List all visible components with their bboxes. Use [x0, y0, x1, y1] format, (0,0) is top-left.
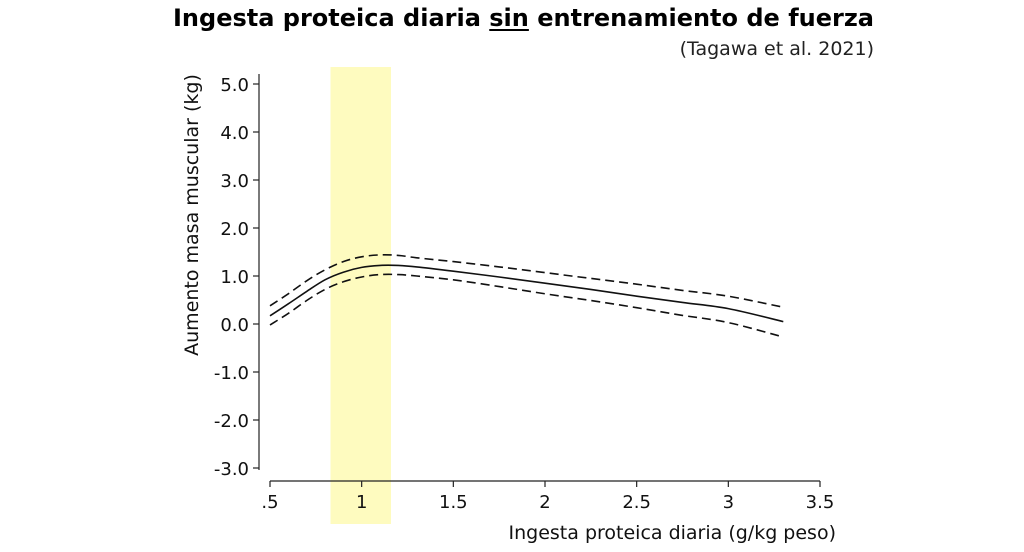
x-tick-label: 1	[356, 492, 367, 513]
y-tick-label: 0.0	[220, 315, 249, 336]
y-tick-label: -1.0	[214, 363, 249, 384]
x-tick-label: 3.5	[806, 492, 835, 513]
y-axis-label: Aumento masa muscular (kg)	[181, 74, 203, 356]
y-tick-label: 1.0	[220, 267, 249, 288]
series-layer	[269, 253, 784, 338]
title-part-1: Ingesta proteica diaria	[173, 4, 490, 32]
x-tick-label: 1.5	[439, 492, 468, 513]
chart-subtitle: (Tagawa et al. 2021)	[679, 38, 874, 60]
y-tick-label: 2.0	[220, 219, 249, 240]
y-tick-label: -2.0	[214, 411, 249, 432]
x-tick-label: 2.5	[622, 492, 651, 513]
x-tick-label: 2	[539, 492, 550, 513]
y-tick-label: 3.0	[220, 171, 249, 192]
axes-layer: 5.0 4.0 3.0 2.0 1.0 0.0 -1.0 -2.0 -3.0 .5 1 1.5 2 2.5…	[214, 74, 834, 513]
chart-title: Ingesta proteica diaria sin entrenamient…	[150, 4, 874, 32]
series-line-estimate	[269, 264, 784, 323]
series-line-lower-ci	[269, 273, 784, 338]
y-tick-label: 5.0	[220, 75, 249, 96]
x-tick-label: .5	[261, 492, 278, 513]
series-line-upper-ci	[269, 253, 784, 308]
y-tick-label: -3.0	[214, 459, 249, 480]
x-tick-label: 3	[723, 492, 734, 513]
highlight-band	[330, 67, 391, 524]
y-tick-label: 4.0	[220, 123, 249, 144]
title-emphasis-sin: sin	[489, 4, 529, 32]
highlight-band-layer	[330, 67, 391, 524]
x-axis-label: Ingesta proteica diaria (g/kg peso)	[509, 522, 836, 544]
title-part-3: entrenamiento de fuerza	[528, 4, 874, 32]
